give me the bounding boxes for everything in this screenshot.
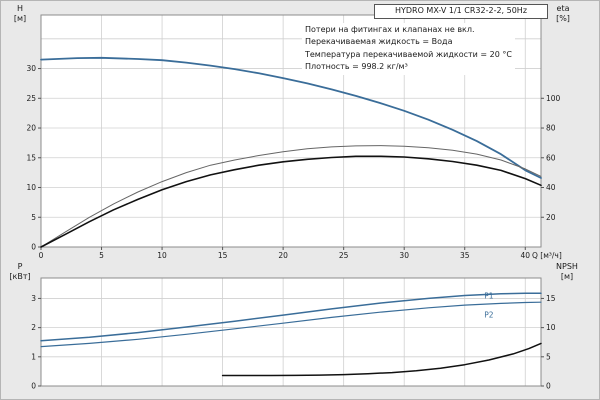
svg-text:10: 10	[26, 183, 36, 192]
svg-text:5: 5	[546, 352, 551, 361]
svg-text:30: 30	[26, 64, 36, 73]
svg-text:0: 0	[31, 382, 36, 391]
head-curve-H	[40, 56, 542, 179]
svg-text:3: 3	[31, 294, 36, 303]
h-axis-label-line2: [м]	[13, 14, 27, 23]
svg-text:0: 0	[39, 251, 44, 260]
h-axis-label-line1: H	[16, 4, 23, 13]
p-axis-label: P [кВт]	[5, 262, 35, 282]
p-axis-label-line1: P	[17, 262, 23, 271]
note-line: Плотность = 998.2 кг/м³	[305, 62, 408, 72]
npsh-curve	[221, 342, 542, 377]
svg-text:100: 100	[546, 94, 561, 103]
svg-text:40: 40	[546, 183, 556, 192]
power-curve-P1	[40, 292, 542, 342]
svg-text:80: 80	[546, 124, 556, 133]
npsh-axis-label-line2: [м]	[560, 272, 574, 281]
svg-text:30: 30	[399, 251, 409, 260]
eta-axis-label-line2: [%]	[556, 14, 570, 23]
q-axis-label: Q [м³/ч]	[532, 251, 562, 260]
note-line: Перекачиваемая жидкость = Вода	[305, 37, 453, 47]
svg-text:40: 40	[520, 251, 530, 260]
svg-text:35: 35	[460, 251, 470, 260]
svg-text:20: 20	[26, 124, 36, 133]
svg-text:15: 15	[218, 251, 228, 260]
eta-axis-label: eta [%]	[547, 4, 579, 24]
svg-text:2: 2	[31, 323, 36, 332]
h-axis-label: H [м]	[7, 4, 33, 24]
svg-text:10: 10	[546, 323, 556, 332]
note-line: Температура перекачиваемой жидкости = 20…	[305, 49, 512, 59]
svg-text:15: 15	[26, 153, 36, 162]
eta-axis-label-line1: eta	[556, 4, 570, 13]
efficiency-lower-eta	[40, 155, 542, 248]
chart-title: HYDRO MX-V 1/1 CR32-2-2, 50Hz	[374, 4, 548, 19]
svg-text:0: 0	[31, 243, 36, 252]
svg-text:20: 20	[278, 251, 288, 260]
npsh-axis-label-line1: NPSH	[556, 262, 578, 271]
npsh-axis-label: NPSH [м]	[546, 262, 588, 282]
p-axis-label-line2: [кВт]	[9, 272, 31, 281]
power-npsh-chart: 0 1 2 3 0 5 10 15 P1 P2	[31, 277, 556, 391]
svg-text:0: 0	[546, 382, 551, 391]
note-line: Потери на фитингах и клапанах не вкл.	[305, 25, 475, 34]
svg-text:60: 60	[546, 153, 556, 162]
svg-text:15: 15	[546, 294, 556, 303]
svg-text:10: 10	[157, 251, 167, 260]
svg-text:1: 1	[31, 352, 36, 361]
svg-text:P1: P1	[484, 291, 494, 300]
power-curve-P2	[40, 301, 542, 348]
svg-text:P2: P2	[484, 310, 494, 319]
svg-text:20: 20	[546, 213, 556, 222]
svg-text:25: 25	[26, 94, 36, 103]
svg-text:25: 25	[339, 251, 349, 260]
conditions-note: Потери на фитингах и клапанах не вкл. Пе…	[302, 23, 515, 75]
svg-text:5: 5	[99, 251, 104, 260]
svg-text:5: 5	[31, 213, 36, 222]
efficiency-upper-eta	[40, 145, 542, 248]
